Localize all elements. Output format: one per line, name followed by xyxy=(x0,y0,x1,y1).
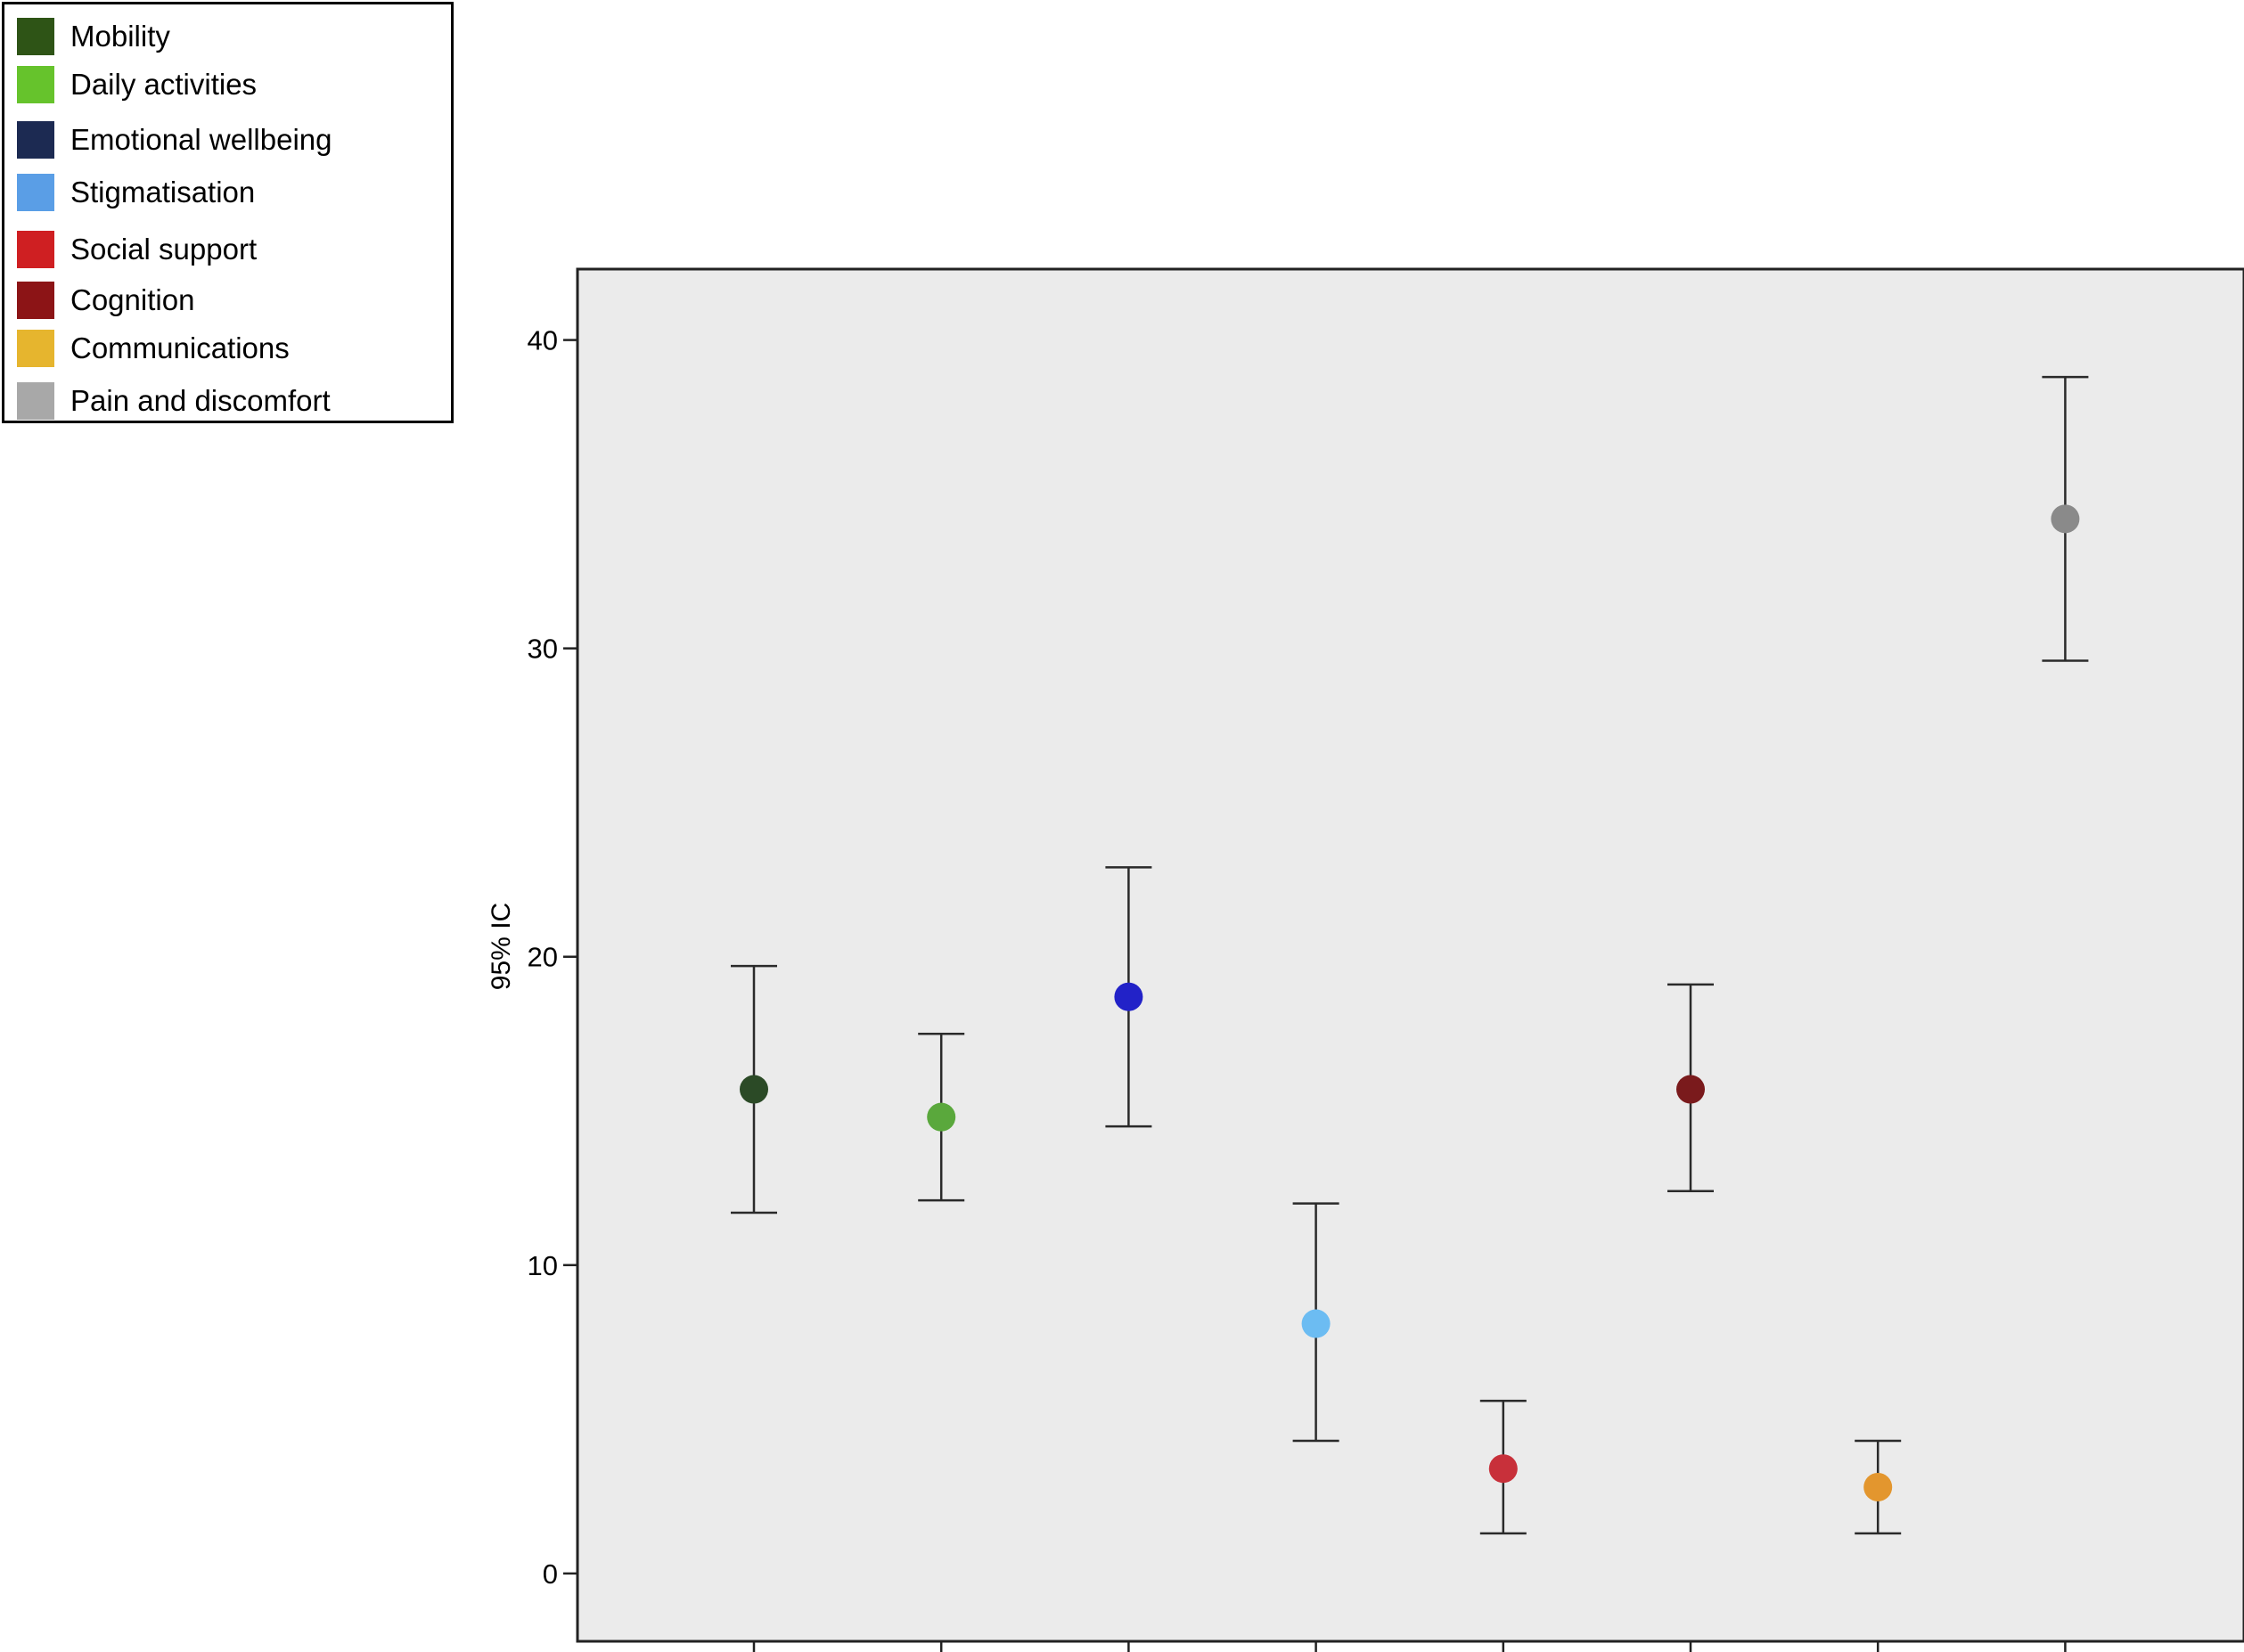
legend-label: Daily activities xyxy=(70,68,258,101)
legend-swatch xyxy=(17,231,54,268)
x-axis-ticks xyxy=(752,1641,2067,1652)
legend-item: Communications xyxy=(17,329,290,368)
mean-point xyxy=(1863,1472,1893,1501)
legend-swatch xyxy=(17,282,54,319)
y-axis: 0 10 20 30 40 xyxy=(528,325,577,1590)
legend-label: Social support xyxy=(70,233,258,266)
plot-area xyxy=(576,267,2244,1643)
legend-label: Communications xyxy=(70,331,290,364)
y-tick-label: 30 xyxy=(528,634,558,665)
mean-point xyxy=(1301,1309,1331,1338)
y-tick-label: 0 xyxy=(543,1558,558,1590)
legend-swatch xyxy=(17,18,54,55)
legend-item: Mobility xyxy=(17,17,170,56)
legend-item: Emotional wellbeing xyxy=(17,120,332,159)
legend-label: Mobility xyxy=(70,20,170,53)
legend-item: Social support xyxy=(17,230,257,269)
legend-swatch xyxy=(17,382,54,420)
legend-label: Emotional wellbeing xyxy=(70,123,332,156)
legend-item: Pain and discomfort xyxy=(17,381,331,421)
mean-point xyxy=(2051,504,2080,534)
legend-label: Pain and discomfort xyxy=(70,384,331,417)
mean-point xyxy=(1676,1075,1705,1104)
mean-point xyxy=(1488,1454,1518,1484)
legend-item: Cognition xyxy=(17,281,194,320)
legend-label: Stigmatisation xyxy=(70,176,256,209)
legend-item: Stigmatisation xyxy=(17,173,255,212)
mean-point xyxy=(1114,982,1143,1011)
y-tick-label: 20 xyxy=(528,942,558,973)
y-axis-label: 95% IC xyxy=(487,903,516,990)
legend-item: Daily activities xyxy=(17,65,257,104)
y-tick-label: 10 xyxy=(528,1250,558,1281)
legend-swatch xyxy=(17,121,54,159)
mean-point xyxy=(927,1102,956,1132)
mean-point xyxy=(740,1075,768,1104)
legend-swatch xyxy=(17,66,54,103)
y-tick-label: 40 xyxy=(528,325,558,356)
legend: Mobility Daily activities Emotional wellbe… xyxy=(2,2,454,423)
legend-label: Cognition xyxy=(70,283,195,316)
legend-swatch xyxy=(17,330,54,367)
legend-swatch xyxy=(17,174,54,211)
data-marks xyxy=(731,375,2089,1535)
